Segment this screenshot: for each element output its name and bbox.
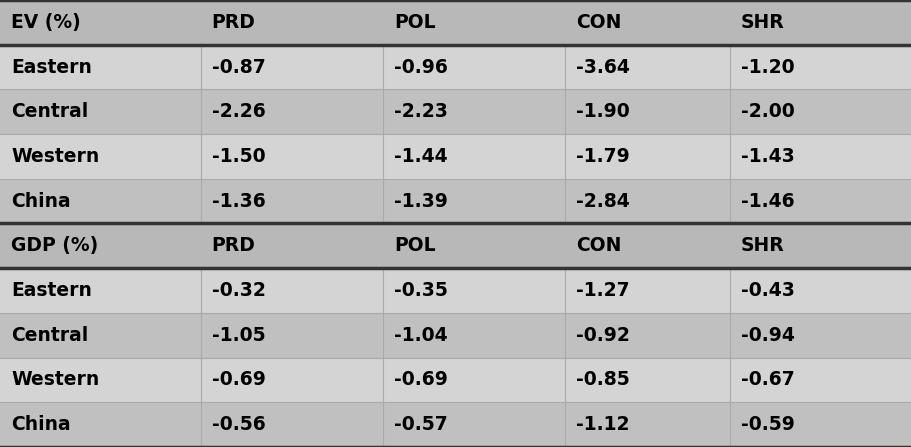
Text: EV (%): EV (%) <box>11 13 80 32</box>
Bar <box>0 358 911 402</box>
Text: -1.46: -1.46 <box>740 192 793 211</box>
Text: GDP (%): GDP (%) <box>11 236 98 255</box>
Text: -2.26: -2.26 <box>211 102 265 121</box>
Text: -0.92: -0.92 <box>576 326 630 345</box>
Text: CON: CON <box>576 13 621 32</box>
Text: Western: Western <box>11 371 99 389</box>
Text: -1.43: -1.43 <box>740 147 793 166</box>
Text: POL: POL <box>394 13 435 32</box>
Text: -0.87: -0.87 <box>211 58 265 76</box>
Bar <box>0 0 911 45</box>
Text: PRD: PRD <box>211 13 255 32</box>
Text: -1.12: -1.12 <box>576 415 630 434</box>
Text: Western: Western <box>11 147 99 166</box>
Bar <box>0 224 911 268</box>
Text: Eastern: Eastern <box>11 58 92 76</box>
Bar <box>0 45 911 89</box>
Text: -1.50: -1.50 <box>211 147 265 166</box>
Text: -1.79: -1.79 <box>576 147 630 166</box>
Bar <box>0 268 911 313</box>
Text: -0.94: -0.94 <box>740 326 793 345</box>
Bar <box>0 134 911 179</box>
Text: -1.39: -1.39 <box>394 192 447 211</box>
Text: CON: CON <box>576 236 621 255</box>
Text: -1.27: -1.27 <box>576 281 630 300</box>
Text: -2.23: -2.23 <box>394 102 447 121</box>
Text: Central: Central <box>11 102 88 121</box>
Text: -0.56: -0.56 <box>211 415 265 434</box>
Text: Central: Central <box>11 326 88 345</box>
Text: -2.00: -2.00 <box>740 102 793 121</box>
Text: -0.32: -0.32 <box>211 281 265 300</box>
Text: -0.69: -0.69 <box>211 371 265 389</box>
Text: China: China <box>11 415 70 434</box>
Text: Eastern: Eastern <box>11 281 92 300</box>
Text: -1.05: -1.05 <box>211 326 265 345</box>
Text: -0.67: -0.67 <box>740 371 793 389</box>
Bar <box>0 179 911 224</box>
Text: China: China <box>11 192 70 211</box>
Text: -0.57: -0.57 <box>394 415 447 434</box>
Text: PRD: PRD <box>211 236 255 255</box>
Bar <box>0 402 911 447</box>
Text: -1.44: -1.44 <box>394 147 447 166</box>
Text: -0.43: -0.43 <box>740 281 793 300</box>
Bar <box>0 89 911 134</box>
Text: -1.90: -1.90 <box>576 102 630 121</box>
Text: -0.59: -0.59 <box>740 415 793 434</box>
Text: -1.36: -1.36 <box>211 192 265 211</box>
Text: -1.20: -1.20 <box>740 58 793 76</box>
Text: -1.04: -1.04 <box>394 326 447 345</box>
Text: -0.96: -0.96 <box>394 58 447 76</box>
Bar <box>0 313 911 358</box>
Text: -2.84: -2.84 <box>576 192 630 211</box>
Text: -0.69: -0.69 <box>394 371 447 389</box>
Text: -0.35: -0.35 <box>394 281 447 300</box>
Text: SHR: SHR <box>740 13 783 32</box>
Text: SHR: SHR <box>740 236 783 255</box>
Text: -3.64: -3.64 <box>576 58 630 76</box>
Text: POL: POL <box>394 236 435 255</box>
Text: -0.85: -0.85 <box>576 371 630 389</box>
